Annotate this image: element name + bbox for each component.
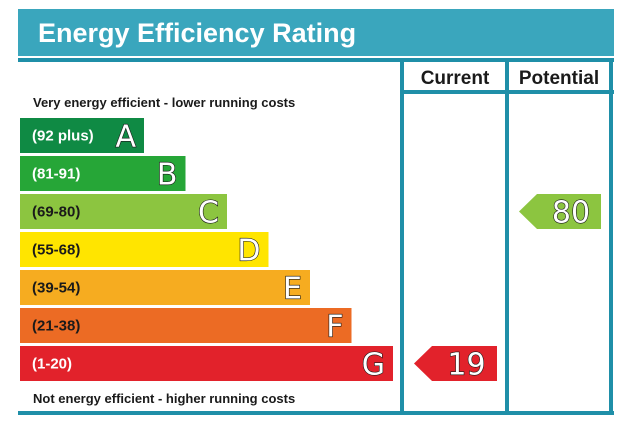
band-g-range: (1-20)	[32, 356, 72, 373]
frame	[18, 58, 614, 415]
band-c-letter: C	[198, 196, 219, 231]
band-e-letter: E	[283, 272, 302, 307]
band-c-bar	[20, 194, 227, 229]
current-rating-value: 19	[447, 348, 485, 383]
band-g: (1-20) G	[20, 346, 393, 383]
band-a-letter: A	[115, 120, 136, 155]
band-f-letter: F	[326, 310, 343, 345]
band-b-letter: B	[157, 158, 178, 193]
band-f-bar	[20, 308, 352, 343]
band-f: (21-38) F	[20, 308, 352, 345]
potential-rating-value: 80	[552, 196, 590, 231]
band-d: (55-68) D	[20, 232, 269, 269]
column-header-current: Current	[421, 68, 490, 89]
band-g-bar	[20, 346, 393, 381]
band-c: (69-80) C	[20, 194, 227, 231]
band-g-letter: G	[362, 348, 385, 383]
band-a-bar	[20, 118, 144, 153]
band-e-bar	[20, 270, 310, 305]
band-a-range: (92 plus)	[32, 128, 94, 145]
band-d-range: (55-68)	[32, 242, 80, 259]
band-f-range: (21-38)	[32, 318, 80, 335]
band-c-range: (69-80)	[32, 204, 80, 221]
band-d-letter: D	[237, 234, 260, 269]
current-rating-marker: 19	[414, 346, 497, 383]
band-a: (92 plus) A	[20, 118, 144, 155]
current-rating-arrow	[414, 346, 497, 381]
band-b-range: (81-91)	[32, 166, 80, 183]
title-bar	[18, 9, 614, 56]
band-e: (39-54) E	[20, 270, 310, 307]
band-b-bar	[20, 156, 186, 191]
chart-title: Energy Efficiency Rating	[38, 18, 356, 48]
potential-rating-marker: 80	[519, 194, 601, 231]
rating-bands: (92 plus) A(81-91) B(69-80) C(55-68) D(39-54…	[20, 118, 393, 383]
band-b: (81-91) B	[20, 156, 186, 193]
caption-bottom: Not energy efficient - higher running co…	[33, 391, 295, 406]
band-d-bar	[20, 232, 269, 267]
column-header-potential: Potential	[519, 68, 599, 89]
caption-top: Very energy efficient - lower running co…	[33, 95, 295, 110]
potential-rating-arrow	[519, 194, 601, 229]
band-e-range: (39-54)	[32, 280, 80, 297]
